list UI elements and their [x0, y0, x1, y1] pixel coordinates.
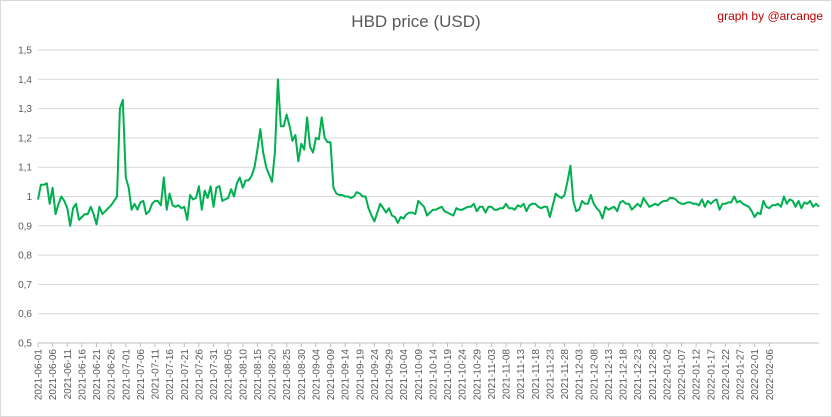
x-tick-label: 2021-06-26	[107, 349, 118, 401]
x-tick-label: 2021-10-09	[414, 349, 425, 401]
x-tick-label: 2021-09-19	[355, 349, 366, 401]
x-tick-label: 2022-01-22	[721, 349, 732, 401]
x-tick-label: 2021-12-08	[589, 349, 600, 401]
x-tick-label: 2021-10-04	[399, 349, 410, 401]
x-tick-label: 2022-01-27	[736, 349, 747, 401]
y-tick-label: 0,9	[18, 221, 32, 232]
y-tick-label: 1,3	[18, 104, 32, 115]
x-tick-label: 2021-11-18	[531, 349, 542, 400]
x-tick-label: 2022-01-02	[662, 349, 673, 401]
x-tick-label: 2021-08-25	[282, 349, 293, 401]
x-tick-label: 2021-06-01	[34, 349, 45, 401]
y-tick-label: 1,1	[18, 163, 32, 174]
x-tick-label: 2021-07-11	[151, 349, 162, 400]
y-tick-label: 1,5	[18, 46, 32, 57]
chart-credit: graph by @arcange	[717, 9, 823, 23]
x-tick-label: 2021-08-05	[224, 349, 235, 401]
x-tick-label: 2021-07-21	[180, 349, 191, 401]
x-tick-label: 2021-12-18	[619, 349, 630, 401]
x-tick-label: 2021-08-20	[268, 349, 279, 401]
x-tick-label: 2021-10-29	[472, 349, 483, 401]
x-tick-label: 2021-11-08	[502, 349, 513, 400]
x-tick-label: 2021-12-03	[575, 349, 586, 401]
price-series-line	[37, 78, 820, 227]
x-tick-label: 2021-11-23	[545, 349, 556, 400]
chart-title: HBD price (USD)	[351, 12, 481, 31]
x-tick-label: 2021-08-15	[253, 349, 264, 401]
x-tick-label: 2021-07-16	[165, 349, 176, 401]
x-tick-label: 2022-02-06	[765, 349, 776, 401]
x-tick-label: 2022-01-07	[677, 349, 688, 401]
x-tick-label: 2021-09-09	[326, 349, 337, 401]
x-tick-label: 2021-11-03	[487, 349, 498, 400]
x-tick-label: 2021-10-14	[428, 349, 439, 401]
x-tick-label: 2021-08-30	[297, 349, 308, 401]
y-tick-label: 0,6	[18, 309, 32, 320]
x-tick-label: 2021-12-23	[633, 349, 644, 401]
x-tick-label: 2021-10-19	[443, 349, 454, 401]
x-tick-label: 2021-07-06	[136, 349, 147, 401]
x-tick-label: 2021-06-21	[92, 349, 103, 401]
y-tick-label: 0,8	[18, 251, 32, 262]
y-tick-label: 1,4	[18, 75, 32, 86]
y-tick-label: 0,7	[18, 280, 32, 291]
x-tick-label: 2021-09-29	[385, 349, 396, 401]
x-tick-label: 2021-06-16	[77, 349, 88, 401]
x-tick-label: 2021-08-10	[238, 349, 249, 401]
x-tick-label: 2021-07-31	[209, 349, 220, 401]
x-tick-label: 2021-12-13	[604, 349, 615, 401]
x-tick-label: 2021-11-28	[560, 349, 571, 400]
x-tick-label: 2021-11-13	[516, 349, 527, 400]
x-tick-label: 2022-01-12	[692, 349, 703, 401]
x-tick-label: 2021-10-24	[458, 349, 469, 401]
x-tick-label: 2021-09-04	[311, 349, 322, 401]
y-tick-label: 0,5	[18, 339, 32, 350]
x-tick-label: 2022-01-17	[706, 349, 717, 401]
x-tick-label: 2021-12-28	[648, 349, 659, 401]
x-tick-label: 2022-02-01	[750, 349, 761, 401]
x-tick-label: 2021-07-26	[194, 349, 205, 401]
x-tick-label: 2021-06-11	[63, 349, 74, 400]
x-tick-label: 2021-09-14	[341, 349, 352, 401]
y-tick-label: 1,2	[18, 133, 32, 144]
x-tick-label: 2021-07-01	[121, 349, 132, 401]
y-tick-label: 1	[26, 192, 32, 203]
x-tick-label: 2021-09-24	[370, 349, 381, 401]
x-tick-label: 2021-06-06	[48, 349, 59, 401]
